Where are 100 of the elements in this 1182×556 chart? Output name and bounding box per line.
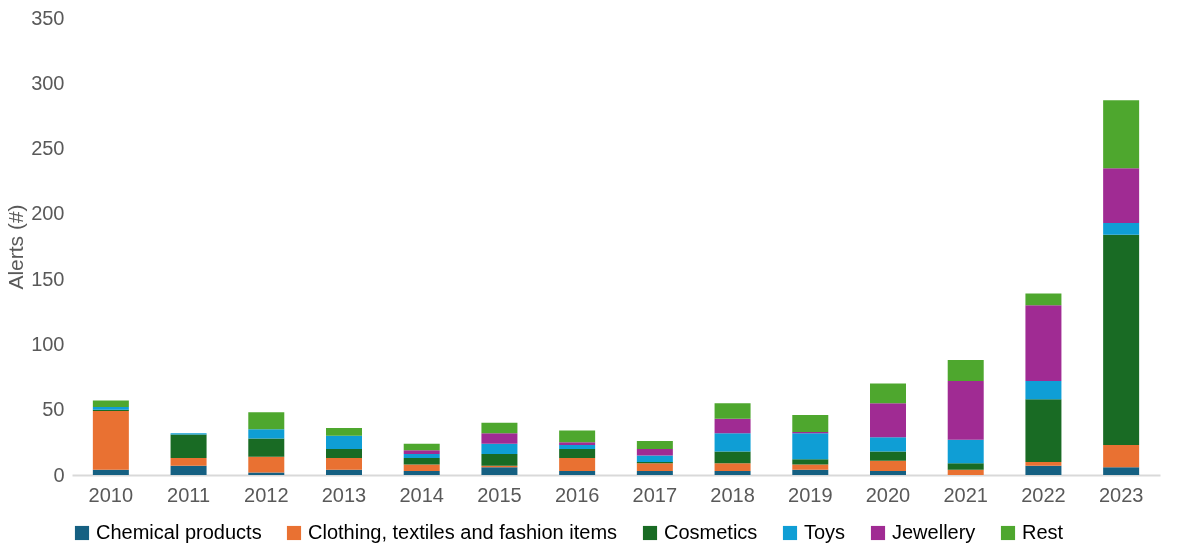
bar	[947, 380, 984, 440]
bar	[792, 469, 829, 475]
bar	[326, 458, 362, 470]
bar	[870, 403, 906, 438]
x-tick-label: 2021	[943, 483, 988, 506]
bar	[481, 454, 518, 466]
bar	[403, 464, 440, 472]
x-tick-label: 2010	[88, 483, 134, 506]
bar	[559, 430, 596, 443]
x-tick-label: 2015	[477, 483, 522, 506]
bar	[248, 429, 285, 439]
y-axis-title: Alerts (#)	[4, 204, 28, 290]
x-tick-label: 2023	[1098, 483, 1144, 506]
bar	[714, 403, 751, 419]
legend-label: Rest	[1022, 521, 1064, 543]
bar	[559, 442, 596, 445]
bar	[248, 412, 285, 430]
bar	[1103, 234, 1140, 445]
bar	[636, 448, 673, 456]
legend-label: Jewellery	[892, 521, 976, 543]
bar	[714, 418, 751, 434]
y-tick-label: 300	[31, 71, 65, 94]
x-tick-label: 2018	[710, 483, 755, 506]
bar	[870, 471, 906, 475]
x-tick-label: 2011	[167, 483, 211, 506]
x-tick-label: 2017	[632, 483, 678, 506]
y-tick-label: 200	[31, 202, 65, 225]
bar	[559, 471, 596, 475]
legend-label: Chemical products	[96, 521, 262, 543]
bar	[326, 427, 362, 436]
bar	[481, 443, 518, 455]
bar	[714, 463, 751, 472]
bar	[403, 458, 440, 465]
x-tick-label: 2014	[399, 483, 444, 506]
legend-label: Clothing, textiles and fashion items	[308, 521, 618, 543]
bar	[947, 360, 984, 381]
bar	[636, 455, 673, 462]
x-tick-label: 2016	[554, 483, 600, 506]
bar	[947, 463, 984, 470]
bar	[870, 451, 906, 461]
bar	[248, 472, 285, 475]
y-tick-label: 50	[42, 398, 65, 421]
bar	[636, 463, 673, 472]
bar	[1025, 293, 1062, 306]
x-tick-label: 2022	[1021, 483, 1066, 506]
bar	[559, 458, 596, 472]
bar	[170, 465, 207, 475]
bar	[481, 467, 518, 475]
bar	[870, 460, 906, 472]
bar	[714, 451, 751, 464]
bar	[792, 433, 829, 460]
bar	[403, 454, 440, 459]
bar	[870, 437, 906, 452]
bar	[947, 439, 984, 464]
bar	[481, 422, 518, 434]
bar	[947, 469, 984, 475]
bar	[1025, 305, 1062, 381]
bar	[1103, 467, 1140, 475]
y-tick-label: 350	[31, 6, 65, 29]
bar	[248, 456, 285, 473]
bar	[636, 471, 673, 475]
bar	[792, 414, 829, 432]
bar	[792, 459, 829, 465]
y-tick-label: 100	[31, 332, 65, 355]
bar	[1025, 465, 1062, 475]
bar	[714, 433, 751, 452]
bar	[170, 458, 207, 466]
bar	[1103, 223, 1140, 235]
bar	[326, 448, 362, 459]
bar	[870, 383, 906, 404]
bar	[1025, 380, 1062, 400]
bar	[92, 469, 129, 475]
bar	[403, 443, 440, 451]
bar	[403, 450, 440, 455]
y-tick-label: 250	[31, 137, 65, 160]
bar	[792, 464, 829, 470]
x-tick-label: 2012	[244, 483, 289, 506]
y-tick-label: 150	[31, 267, 65, 290]
x-tick-label: 2020	[865, 483, 911, 506]
legend-label: Cosmetics	[664, 521, 758, 543]
y-tick-label: 0	[53, 463, 65, 486]
bar	[248, 438, 285, 457]
x-tick-label: 2013	[321, 483, 367, 506]
bar	[92, 400, 129, 408]
bar	[326, 435, 362, 449]
bar	[1103, 444, 1140, 468]
bar	[1103, 100, 1140, 169]
legend-label: Toys	[804, 521, 846, 543]
bar	[714, 471, 751, 475]
bar	[92, 411, 129, 470]
bar	[1025, 461, 1062, 466]
bar	[636, 441, 673, 449]
bar	[326, 469, 362, 475]
bar	[1025, 399, 1062, 462]
bar	[559, 444, 596, 449]
bar	[403, 471, 440, 475]
bar	[170, 434, 207, 459]
bar	[559, 448, 596, 459]
bar	[1103, 168, 1140, 223]
bar	[481, 433, 518, 444]
